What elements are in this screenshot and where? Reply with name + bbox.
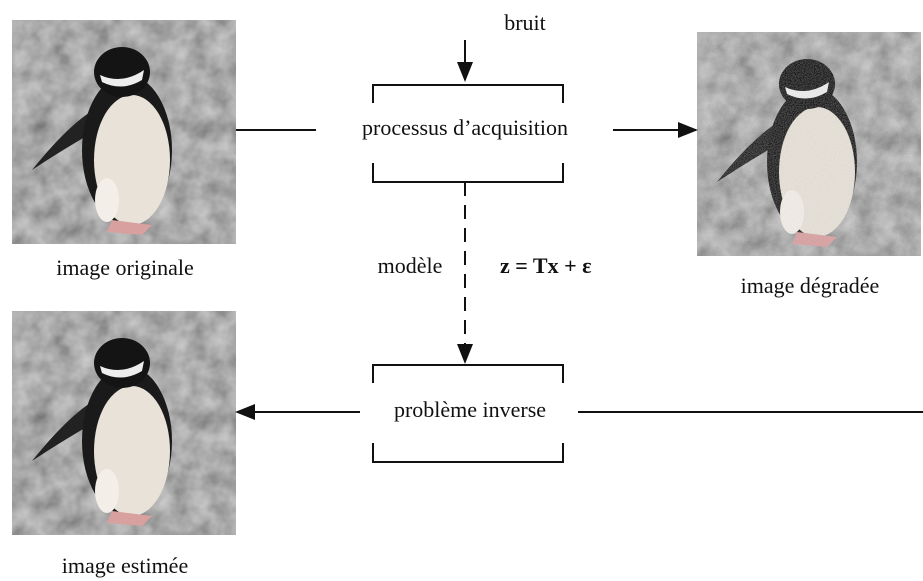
inverse-label: problème inverse — [394, 397, 546, 422]
model-label: modèle — [378, 253, 443, 278]
acquisition-bracket — [372, 84, 564, 183]
inverse-bracket — [372, 364, 564, 463]
degraded-image — [697, 32, 921, 256]
degraded-label: image dégradée — [741, 273, 880, 298]
estimated-label: image estimée — [62, 553, 188, 578]
original-image — [12, 20, 236, 244]
original-label: image originale — [56, 255, 193, 280]
noise-label: bruit — [504, 10, 546, 35]
acquisition-label: processus d’acquisition — [362, 115, 568, 140]
equation: z = Tx + ε — [500, 253, 592, 278]
estimated-image — [12, 311, 236, 535]
